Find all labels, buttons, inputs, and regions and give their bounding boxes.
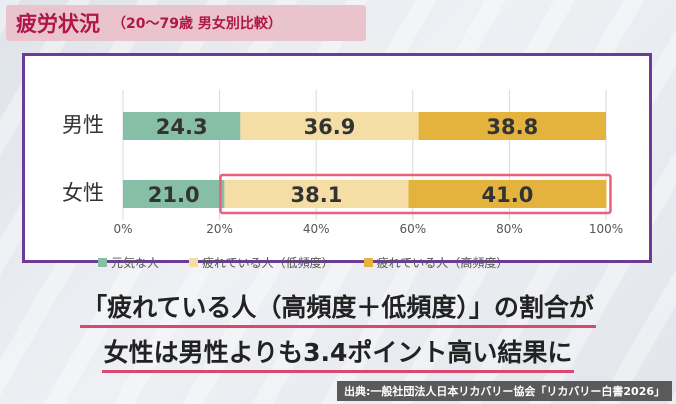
category-label: 男性 [62,113,104,137]
data-label: 24.3 [156,115,208,139]
source-credit: 出典:一般社団法人日本リカバリー協会「リカバリー白書2026」 [336,381,672,401]
bar-segment [224,180,409,208]
title-badge: 疲労状況 （20～79歳 男女別比較） [6,5,366,41]
legend-item: 疲れている人（高頻度） [363,254,509,271]
bar-segment [418,112,606,140]
highlight-box [219,173,612,215]
legend-label: 元気な人 [111,256,160,270]
bar-segment [240,112,419,140]
bar-segment [123,180,225,208]
caption-line-1: 「疲れている人（高頻度＋低頻度）」の割合が [0,288,676,328]
data-label: 41.0 [482,183,534,207]
x-tick-label: 40% [303,222,330,236]
legend-label: 疲れている人（低頻度） [202,256,334,270]
legend-item: 疲れている人（低頻度） [189,254,334,271]
legend-label: 疲れている人（高頻度） [376,256,509,270]
legend-item: 元気な人 [98,254,159,271]
x-tick-label: 80% [496,222,523,236]
data-label: 38.1 [291,183,343,207]
bar-segment [408,180,607,208]
x-tick-label: 100% [589,222,623,236]
page-title: 疲労状況 [16,12,100,36]
caption-line-2: 女性は男性よりも3.4ポイント高い結果に [0,333,676,373]
legend-swatch [98,258,107,267]
x-tick-label: 60% [399,222,426,236]
chart-legend: 元気な人 疲れている人（低頻度） 疲れている人（高頻度） [98,254,508,271]
bar-segment [123,112,241,140]
legend-swatch [189,258,199,267]
data-label: 38.8 [486,115,538,139]
data-label: 21.0 [148,183,200,207]
chart-card: 0% 20% 40% 60% 80% 100% 男性 24.3 36.9 38.8 女性 21.0 38… [22,53,652,263]
bar-chart: 0% 20% 40% 60% 80% 100% 男性 24.3 36.9 38.8 女性 21.0 38… [62,90,623,236]
category-label: 女性 [62,181,104,205]
x-tick-label: 20% [206,222,233,236]
data-label: 36.9 [304,115,356,139]
legend-swatch [363,258,373,267]
page-subtitle: （20～79歳 男女別比較） [112,16,282,32]
x-tick-label: 0% [113,222,132,236]
